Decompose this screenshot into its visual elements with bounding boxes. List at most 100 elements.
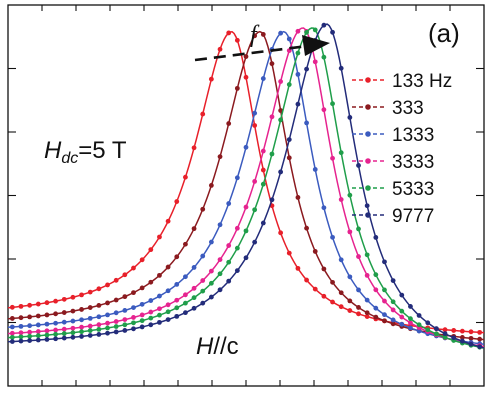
data-point <box>364 272 370 278</box>
data-point <box>278 117 284 123</box>
data-point <box>131 320 136 326</box>
legend-swatch-marker <box>365 77 371 83</box>
data-point <box>390 321 396 327</box>
data-point <box>373 272 379 278</box>
data-point <box>330 234 335 240</box>
data-point <box>157 234 162 240</box>
field-main: H <box>44 137 62 164</box>
data-point <box>61 310 67 315</box>
legend-entry: 3333 <box>352 152 434 173</box>
data-point <box>96 314 102 320</box>
data-point <box>53 331 58 337</box>
data-point <box>442 327 448 333</box>
data-point <box>286 36 292 42</box>
data-point <box>416 328 422 334</box>
data-point <box>399 314 405 320</box>
data-point <box>347 115 353 120</box>
data-point <box>234 85 240 91</box>
data-point <box>208 294 214 300</box>
data-point <box>139 285 145 291</box>
data-point <box>96 332 102 337</box>
data-point <box>442 335 448 340</box>
data-point <box>9 316 15 321</box>
data-point <box>338 257 344 263</box>
data-point <box>434 326 439 332</box>
data-point <box>79 307 84 312</box>
orientation-main: H <box>196 333 214 360</box>
data-point <box>9 324 15 330</box>
data-point <box>295 265 301 271</box>
data-point <box>408 304 413 309</box>
data-point <box>425 327 431 333</box>
data-point <box>157 293 162 299</box>
data-point <box>295 71 301 77</box>
data-point <box>243 204 249 210</box>
data-point <box>157 306 162 312</box>
data-point <box>243 255 249 261</box>
data-point <box>356 254 361 259</box>
data-point <box>304 225 309 231</box>
data-point <box>87 315 93 321</box>
data-point <box>131 315 136 320</box>
data-point <box>260 220 266 226</box>
data-point <box>338 197 344 202</box>
data-point <box>390 278 396 283</box>
data-point <box>208 76 214 82</box>
data-point <box>399 308 405 314</box>
data-point <box>468 341 474 347</box>
data-point <box>399 292 405 298</box>
data-point <box>390 307 396 313</box>
data-point <box>113 329 119 335</box>
data-point <box>148 247 154 253</box>
data-point <box>131 265 136 271</box>
data-point <box>35 329 41 334</box>
data-point <box>304 66 309 72</box>
data-point <box>200 206 206 212</box>
data-point <box>243 74 249 80</box>
data-point <box>260 32 266 37</box>
data-point <box>217 287 223 293</box>
data-point <box>477 344 483 350</box>
axis-ticks <box>8 5 484 386</box>
data-point <box>330 299 335 305</box>
data-point <box>9 330 15 336</box>
data-point <box>338 304 344 310</box>
data-point <box>191 145 197 151</box>
data-point <box>338 290 344 296</box>
data-point <box>148 322 154 328</box>
data-point <box>252 179 258 184</box>
data-point <box>243 228 249 234</box>
data-point <box>451 328 457 333</box>
data-point <box>174 313 180 319</box>
data-point <box>44 321 50 327</box>
data-point <box>304 120 309 126</box>
data-point <box>113 297 119 303</box>
data-point <box>416 313 422 318</box>
data-point <box>286 155 292 161</box>
data-point <box>382 259 387 265</box>
data-point <box>373 305 379 311</box>
data-point <box>356 226 361 232</box>
data-point <box>477 336 483 342</box>
data-point <box>131 305 136 310</box>
data-point <box>364 310 370 316</box>
data-point <box>234 268 240 273</box>
data-point <box>312 286 318 292</box>
data-point <box>208 183 214 188</box>
data-point <box>364 297 370 303</box>
data-point <box>191 285 197 291</box>
data-point <box>70 294 76 300</box>
data-point <box>18 334 24 340</box>
orientation-annotation: H//c <box>196 333 239 360</box>
data-point <box>96 303 102 308</box>
legend-swatch-marker <box>365 212 371 218</box>
data-point <box>44 332 50 338</box>
data-point <box>96 286 102 292</box>
data-point <box>200 111 206 117</box>
data-point <box>139 301 145 307</box>
data-point <box>87 289 93 295</box>
data-point <box>148 309 154 315</box>
data-point <box>35 337 41 343</box>
data-point <box>382 318 387 324</box>
data-point <box>53 320 58 326</box>
